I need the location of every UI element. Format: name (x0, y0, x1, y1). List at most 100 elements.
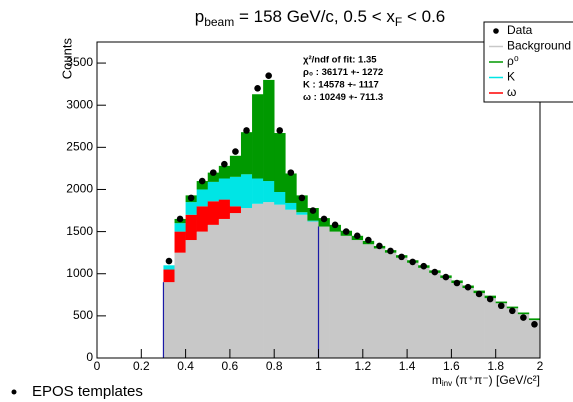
legend-label: Data (507, 23, 533, 37)
hist-segment (473, 293, 485, 358)
hist-segment (163, 269, 175, 283)
hist-segment (240, 174, 253, 209)
hist-segment (285, 173, 297, 203)
hist-segment (207, 181, 220, 202)
hist-segment (418, 267, 430, 358)
data-point (176, 215, 184, 223)
hist-segment (274, 191, 286, 205)
data-point (431, 268, 439, 276)
hist-segment (285, 202, 297, 210)
hist-segment (274, 204, 286, 358)
hist-segment (218, 178, 231, 200)
hist-segment (240, 208, 253, 358)
hist-segment (362, 244, 375, 358)
data-point (531, 320, 538, 328)
hist-segment (517, 314, 530, 358)
hist-segment (296, 212, 308, 215)
y-tick-label: 0 (86, 350, 93, 364)
data-point (198, 177, 206, 185)
hist-segment (196, 181, 209, 190)
y-tick-label: 1000 (66, 266, 93, 280)
y-tick-label: 1500 (66, 224, 93, 238)
data-point (497, 302, 505, 310)
data-point (320, 215, 328, 223)
hist-segment (506, 306, 519, 309)
hist-segment (373, 248, 386, 358)
data-point (353, 232, 361, 240)
hist-segment (163, 282, 175, 358)
hist-segment (462, 288, 474, 358)
hist-segment (229, 206, 242, 214)
data-point (342, 228, 350, 235)
data-point (398, 253, 405, 261)
hist-segment (263, 79, 275, 182)
data-point (387, 247, 394, 255)
hist-segment (163, 265, 175, 270)
hist-segment (407, 262, 419, 358)
data-point (232, 148, 239, 155)
hist-segment (229, 176, 242, 207)
title-part: p (195, 7, 204, 26)
data-point (509, 307, 516, 315)
y-tick-label: 500 (73, 308, 93, 322)
x-tick-label: 0.6 (222, 359, 239, 373)
hist-segment (174, 223, 186, 232)
hist-segment (252, 178, 264, 204)
hist-segment (185, 240, 197, 358)
hist-segment (218, 199, 231, 219)
data-point (475, 290, 483, 298)
y-axis-label: Counts (59, 38, 74, 80)
x-tick-label: 1.2 (354, 359, 371, 373)
legend-label: ω (507, 85, 516, 99)
hist-segment (429, 272, 441, 358)
hist-segment (451, 283, 463, 358)
data-point (165, 257, 173, 265)
x-tick-label: 1 (315, 359, 322, 373)
data-point (520, 314, 527, 321)
hist-segment (384, 252, 397, 358)
hist-segment (340, 235, 353, 358)
y-tick-label: 3500 (66, 55, 93, 69)
legend-label: Background (507, 39, 571, 53)
hist-segment (396, 257, 408, 358)
data-point (442, 273, 450, 281)
hist-segment (495, 303, 508, 358)
hist-segment (218, 218, 231, 358)
hist-segment (329, 231, 341, 358)
x-tick-label: 2 (537, 359, 544, 373)
hist-segment (229, 155, 242, 177)
y-tick-label: 3000 (66, 97, 93, 111)
data-point (265, 72, 272, 80)
hist-segment (440, 277, 452, 358)
x-tick-label: 1.4 (399, 359, 416, 373)
data-point (298, 194, 306, 202)
hist-segment (196, 189, 209, 207)
hist-segment (252, 94, 264, 179)
legend-label: ρ⁰ (507, 54, 519, 68)
hist-segment (196, 206, 209, 232)
bullet-text: EPOS templates (32, 383, 143, 400)
legend-label: K (507, 70, 515, 84)
hist-segment (240, 132, 253, 175)
x-tick-label: 0.8 (266, 359, 283, 373)
x-axis-label: minv (π⁺π⁻) [GeV/c²] (432, 373, 540, 388)
hist-segment (207, 201, 220, 225)
data-point (453, 279, 461, 287)
hist-segment (174, 231, 186, 253)
hist-segment (506, 308, 519, 358)
data-point (420, 262, 428, 270)
hist-segment (296, 195, 308, 213)
hist-segment (207, 224, 220, 358)
x-tick-label: 1.8 (487, 359, 504, 373)
data-point (209, 169, 217, 176)
fit-stat: ρ₀ : 36171 +- 1272 (303, 67, 383, 78)
fit-stat: ω : 10249 +- 711.3 (303, 92, 383, 103)
data-point (309, 207, 317, 214)
hist-segment (207, 172, 220, 182)
fit-stat: χ²/ndf of fit: 1.35 (303, 55, 377, 66)
data-point (486, 295, 494, 303)
hist-segment (318, 218, 330, 227)
data-point (331, 221, 339, 229)
data-point (221, 160, 228, 168)
title-part: = 158 GeV/c, 0.5 < x (234, 7, 395, 26)
